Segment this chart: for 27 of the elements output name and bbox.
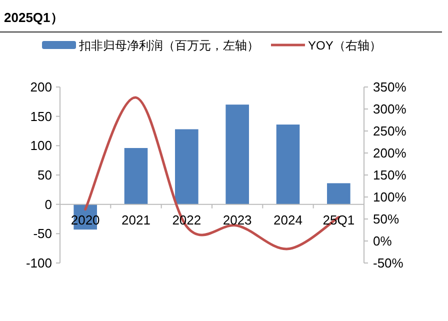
legend-label: 扣非归母净利润（百万元，左轴） [78, 38, 259, 52]
bar [124, 148, 148, 204]
y2-tick-label: 250% [373, 124, 407, 138]
y-tick-label: 0 [44, 196, 52, 212]
x-tick-label: 2024 [274, 212, 302, 228]
bar [327, 183, 350, 204]
bar [226, 104, 249, 204]
chart-title: 2025Q1） [4, 10, 64, 25]
y2-tick-label: 50% [373, 212, 400, 226]
bar [175, 129, 198, 204]
y-tick-label: 150 [30, 108, 52, 124]
y-tick-label: -50 [33, 226, 52, 242]
y-tick-label: 100 [30, 138, 52, 154]
y2-tick-label: 150% [373, 168, 407, 182]
bar [276, 124, 300, 204]
y2-tick-label: 100% [373, 190, 407, 204]
y2-tick-label: 300% [373, 102, 407, 116]
x-tick-label: 2021 [122, 212, 150, 228]
y2-tick-label: 0% [373, 234, 392, 248]
y-tick-label: -100 [26, 256, 52, 270]
y2-tick-label: 200% [373, 146, 407, 160]
x-tick-label: 2023 [222, 212, 252, 228]
y-tick-label: 50 [38, 168, 52, 182]
legend-label: YOY（右轴） [308, 38, 382, 52]
y-tick-label: 200 [30, 80, 52, 94]
y2-tick-label: 350% [373, 80, 407, 94]
y2-tick-label: -50% [373, 256, 404, 270]
